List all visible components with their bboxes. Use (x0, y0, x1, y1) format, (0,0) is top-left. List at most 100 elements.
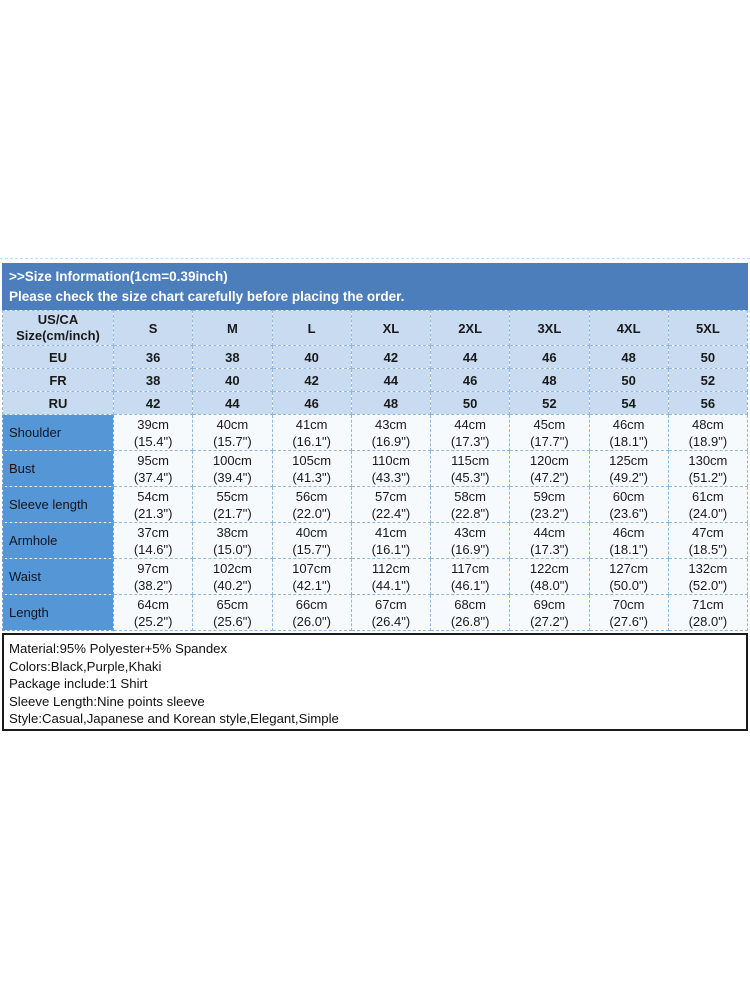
region-size-value: 46 (509, 345, 590, 369)
measure-label: Length (2, 594, 114, 631)
measure-value-cell: 97cm (38.2") (112, 558, 194, 595)
measure-label: Shoulder (2, 414, 114, 451)
measure-value-cell: 112cm (44.1") (350, 558, 432, 595)
measure-value-cell: 41cm (16.1") (350, 522, 432, 559)
region-size-value: 50 (588, 368, 669, 392)
cm-value: 127cm (609, 560, 649, 576)
region-label: RU (2, 391, 114, 415)
cm-value: 41cm (295, 416, 328, 432)
cm-value: 125cm (609, 452, 649, 468)
inch-value: (15.7") (292, 541, 331, 557)
inch-value: (22.8") (450, 505, 490, 521)
cm-value: 132cm (688, 560, 728, 576)
cm-value: 120cm (529, 452, 569, 468)
inch-value: (16.9") (371, 433, 411, 449)
region-size-value: 52 (667, 368, 749, 392)
cm-value: 43cm (454, 524, 487, 540)
region-size-value: 48 (509, 368, 590, 392)
measure-value-cell: 130cm (51.2") (667, 450, 749, 487)
measure-value-cell: 40cm (15.7") (192, 414, 273, 451)
measure-value-cell: 48cm (18.9") (667, 414, 749, 451)
measure-value-cell: 110cm (43.3") (350, 450, 432, 487)
cm-value: 115cm (451, 452, 490, 468)
measure-value-cell: 46cm (18.1") (588, 414, 669, 451)
measure-value-cell: 60cm (23.6") (588, 486, 669, 523)
cm-value: 48cm (691, 416, 724, 432)
region-row-eu: EU 36 38 40 42 44 46 48 50 (2, 345, 749, 369)
region-size-value: 48 (588, 345, 669, 369)
measure-value-cell: 58cm (22.8") (429, 486, 511, 523)
measure-label: Bust (2, 450, 114, 487)
measure-value-cell: 117cm (46.1") (429, 558, 511, 595)
measure-value-cell: 68cm (26.8") (429, 594, 511, 631)
cm-value: 107cm (292, 560, 332, 576)
inch-value: (21.3") (133, 505, 173, 521)
region-row-fr: FR 38 40 42 44 46 48 50 52 (2, 368, 749, 392)
measure-value-cell: 95cm (37.4") (112, 450, 194, 487)
measure-value-cell: 115cm (45.3") (429, 450, 511, 487)
measure-value-cell: 67cm (26.4") (350, 594, 432, 631)
cm-value: 70cm (612, 596, 645, 612)
inch-value: (49.2") (609, 469, 648, 485)
cm-value: 41cm (374, 524, 407, 540)
region-size-value: 44 (192, 391, 273, 415)
inch-value: (26.4") (371, 613, 411, 629)
cm-value: 95cm (137, 452, 170, 468)
measure-value-cell: 59cm (23.2") (509, 486, 590, 523)
cm-value: 130cm (688, 452, 728, 468)
product-details-box: Material:95% Polyester+5% Spandex Colors:… (2, 633, 748, 731)
top-gridline (0, 258, 750, 259)
cm-value: 64cm (137, 596, 170, 612)
measure-value-cell: 70cm (27.6") (588, 594, 669, 631)
inch-value: (39.4") (213, 469, 252, 485)
size-unit-line2: Size(cm/inch) (16, 328, 100, 343)
region-size-value: 50 (429, 391, 511, 415)
size-column-header-xl: XL (350, 310, 432, 346)
measure-row-armhole: Armhole 37cm (14.6") 38cm (15.0") 40cm (15.7")… (2, 522, 749, 559)
measure-row-waist: Waist 97cm (38.2") 102cm (40.2") 107cm (42.1")… (2, 558, 749, 595)
cm-value: 38cm (216, 524, 249, 540)
cm-value: 54cm (137, 488, 170, 504)
measure-value-cell: 105cm (41.3") (271, 450, 352, 487)
inch-value: (23.6") (609, 505, 648, 521)
size-table: US/CA Size(cm/inch) S M L XL 2XL 3XL 4XL 5XL EU 36… (2, 310, 749, 631)
inch-value: (18.9") (688, 433, 728, 449)
size-column-header-m: M (192, 310, 273, 346)
measure-value-cell: 125cm (49.2") (588, 450, 669, 487)
measure-value-cell: 102cm (40.2") (192, 558, 273, 595)
measure-value-cell: 45cm (17.7") (509, 414, 590, 451)
region-size-value: 40 (271, 345, 352, 369)
inch-value: (24.0") (688, 505, 728, 521)
inch-value: (28.0") (688, 613, 728, 629)
region-size-value: 44 (429, 345, 511, 369)
cm-value: 45cm (533, 416, 566, 432)
inch-value: (17.3") (530, 541, 569, 557)
size-column-header-3xl: 3XL (509, 310, 590, 346)
size-unit-line1: US/CA (37, 312, 79, 327)
cm-value: 60cm (612, 488, 645, 504)
inch-value: (50.0") (609, 577, 648, 593)
measure-value-cell: 100cm (39.4") (192, 450, 273, 487)
detail-line: Style:Casual,Japanese and Korean style,E… (9, 711, 339, 726)
cm-value: 122cm (529, 560, 569, 576)
cm-value: 110cm (371, 452, 410, 468)
cm-value: 40cm (216, 416, 249, 432)
cm-value: 68cm (454, 596, 487, 612)
region-size-value: 38 (192, 345, 273, 369)
region-row-ru: RU 42 44 46 48 50 52 54 56 (2, 391, 749, 415)
cm-value: 65cm (216, 596, 249, 612)
cm-value: 69cm (533, 596, 566, 612)
inch-value: (42.1") (292, 577, 331, 593)
size-column-header-4xl: 4XL (588, 310, 669, 346)
region-size-value: 56 (667, 391, 749, 415)
inch-value: (37.4") (133, 469, 173, 485)
inch-value: (23.2") (530, 505, 569, 521)
region-size-value: 50 (667, 345, 749, 369)
measure-value-cell: 44cm (17.3") (429, 414, 511, 451)
measure-value-cell: 66cm (26.0") (271, 594, 352, 631)
region-size-value: 48 (350, 391, 432, 415)
measure-value-cell: 57cm (22.4") (350, 486, 432, 523)
cm-value: 46cm (612, 524, 645, 540)
inch-value: (45.3") (450, 469, 490, 485)
inch-value: (15.7") (213, 433, 252, 449)
